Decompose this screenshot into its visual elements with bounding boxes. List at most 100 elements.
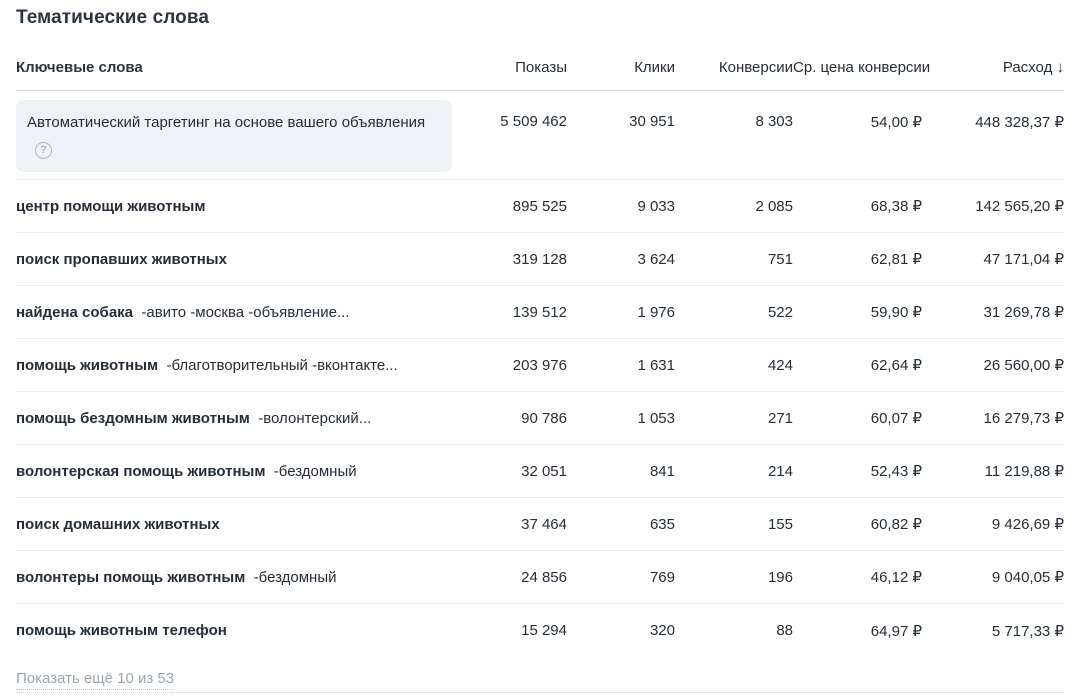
table-row: волонтеры помощь животным -бездомный 24 … <box>16 551 1064 604</box>
keyword-text: помощь животным <box>16 356 159 374</box>
keyword-modifiers: -бездомный <box>245 568 337 586</box>
keyword-box: помощь животным телефон <box>16 622 452 639</box>
show-more-link[interactable]: Показать ещё 10 из 53 <box>16 670 175 690</box>
keyword-text: помощь бездомным животным <box>16 409 250 427</box>
avg-conversion-cost-cell: 64,97 ₽ <box>870 622 922 640</box>
table-row: Автоматический таргетинг на основе вашег… <box>16 91 1064 180</box>
avg-conversion-cost-cell: 68,38 ₽ <box>870 198 922 215</box>
avg-conversion-cost-cell: 60,07 ₽ <box>870 410 922 427</box>
keyword-text: центр помощи животным <box>16 197 206 215</box>
impressions-cell: 203 976 <box>512 356 567 374</box>
keyword-cell: волонтеры помощь животным -бездомный <box>16 569 452 586</box>
table-body: Автоматический таргетинг на основе вашег… <box>16 91 1064 657</box>
avg-conversion-cost-cell: 62,81 ₽ <box>870 251 922 268</box>
keyword-box: Автоматический таргетинг на основе вашег… <box>16 100 452 172</box>
avg-conversion-cost-cell: 59,90 ₽ <box>870 304 922 321</box>
table-row: помощь животным -благотворительный -вкон… <box>16 339 1064 392</box>
keyword-box: центр помощи животным <box>16 198 452 215</box>
column-header-avg-conversion-cost[interactable]: Ср. цена конверсии <box>793 59 931 76</box>
table-row: найдена собака -авито -москва -объявлени… <box>16 286 1064 339</box>
keyword-cell: центр помощи животным <box>16 198 452 215</box>
impressions-cell: 24 856 <box>521 568 567 586</box>
table-bottom-divider <box>16 692 1064 693</box>
avg-conversion-cost-cell: 54,00 ₽ <box>870 114 922 131</box>
page-title: Тематические слова <box>16 7 210 28</box>
column-header-keywords: Ключевые слова <box>16 59 143 76</box>
conversions-cell: 424 <box>767 356 793 374</box>
conversions-cell: 2 085 <box>755 197 793 215</box>
clicks-cell: 1 631 <box>637 356 675 374</box>
keyword-modifiers: -бездомный <box>265 462 357 480</box>
clicks-cell: 9 033 <box>637 197 675 215</box>
conversions-cell: 751 <box>767 250 793 268</box>
keyword-box: найдена собака -авито -москва -объявлени… <box>16 304 452 321</box>
impressions-cell: 15 294 <box>521 622 567 639</box>
conversions-cell: 214 <box>767 462 793 480</box>
clicks-cell: 1 053 <box>637 409 675 427</box>
column-header-cost[interactable]: Расход ↓ <box>922 58 1064 77</box>
clicks-cell: 30 951 <box>629 113 675 130</box>
keyword-box: поиск домашних животных <box>16 516 452 533</box>
cost-cell: 5 717,33 ₽ <box>991 622 1064 640</box>
keyword-box: волонтерская помощь животным -бездомный <box>16 463 452 480</box>
keyword-cell: помощь бездомным животным -волонтерский.… <box>16 410 452 427</box>
keyword-cell: волонтерская помощь животным -бездомный <box>16 463 452 480</box>
show-more-row: Показать ещё 10 из 53 <box>16 657 1064 690</box>
help-icon[interactable]: ? <box>35 142 52 159</box>
keyword-cell: помощь животным -благотворительный -вкон… <box>16 357 452 374</box>
keyword-text: поиск пропавших животных <box>16 250 227 268</box>
conversions-cell: 155 <box>767 515 793 533</box>
keyword-text: поиск домашних животных <box>16 515 220 533</box>
cost-cell: 31 269,78 ₽ <box>983 304 1064 321</box>
impressions-cell: 319 128 <box>512 250 567 268</box>
keyword-text: волонтеры помощь животным <box>16 568 246 586</box>
impressions-cell: 5 509 462 <box>500 113 567 130</box>
impressions-cell: 37 464 <box>521 515 567 533</box>
conversions-cell: 522 <box>767 303 793 321</box>
keyword-text: волонтерская помощь животным <box>16 462 266 480</box>
avg-conversion-cost-cell: 60,82 ₽ <box>870 516 922 533</box>
clicks-cell: 3 624 <box>637 250 675 268</box>
keyword-cell: поиск домашних животных <box>16 516 452 533</box>
cost-cell: 9 040,05 ₽ <box>991 569 1064 586</box>
cost-cell: 26 560,00 ₽ <box>983 357 1064 374</box>
clicks-cell: 841 <box>649 462 675 480</box>
conversions-cell: 271 <box>767 409 793 427</box>
table-row: волонтерская помощь животным -бездомный … <box>16 445 1064 498</box>
cost-cell: 11 219,88 ₽ <box>984 463 1064 480</box>
keyword-box: помощь животным -благотворительный -вкон… <box>16 357 452 374</box>
avg-conversion-cost-cell: 52,43 ₽ <box>870 463 922 480</box>
column-header-impressions[interactable]: Показы <box>515 59 567 76</box>
clicks-cell: 320 <box>649 622 675 639</box>
conversions-cell: 88 <box>776 622 793 639</box>
table-row: поиск домашних животных 37 464 635 155 6… <box>16 498 1064 551</box>
clicks-cell: 769 <box>649 568 675 586</box>
keyword-box: поиск пропавших животных <box>16 251 452 268</box>
impressions-cell: 32 051 <box>521 462 567 480</box>
column-header-conversions[interactable]: Конверсии <box>718 59 793 76</box>
avg-conversion-cost-cell: 46,12 ₽ <box>870 569 922 586</box>
keyword-cell: поиск пропавших животных <box>16 251 452 268</box>
impressions-cell: 139 512 <box>512 303 567 321</box>
clicks-cell: 1 976 <box>637 303 675 321</box>
conversions-cell: 8 303 <box>755 113 793 130</box>
cost-cell: 448 328,37 ₽ <box>975 114 1064 131</box>
cost-cell: 9 426,69 ₽ <box>991 516 1064 533</box>
table-row: центр помощи животным 895 525 9 033 2 08… <box>16 180 1064 233</box>
keyword-text: найдена собака <box>16 303 134 321</box>
clicks-cell: 635 <box>649 515 675 533</box>
sort-desc-icon: ↓ <box>1056 59 1065 76</box>
avg-conversion-cost-cell: 62,64 ₽ <box>870 357 922 374</box>
table-row: помощь животным телефон 15 294 320 88 64… <box>16 604 1064 657</box>
column-header-clicks[interactable]: Клики <box>634 59 675 76</box>
impressions-cell: 90 786 <box>521 409 567 427</box>
impressions-cell: 895 525 <box>512 197 567 215</box>
cost-cell: 16 279,73 ₽ <box>983 410 1064 427</box>
keyword-box: помощь бездомным животным -волонтерский.… <box>16 410 452 427</box>
table-header-row: Ключевые слова Показы Клики Конверсии Ср… <box>16 29 1064 91</box>
keyword-cell: найдена собака -авито -москва -объявлени… <box>16 304 452 321</box>
column-header-cost-label: Расход <box>1002 59 1053 76</box>
keyword-text: Автоматический таргетинг на основе вашег… <box>27 114 426 131</box>
keyword-cell: Автоматический таргетинг на основе вашег… <box>16 100 452 172</box>
